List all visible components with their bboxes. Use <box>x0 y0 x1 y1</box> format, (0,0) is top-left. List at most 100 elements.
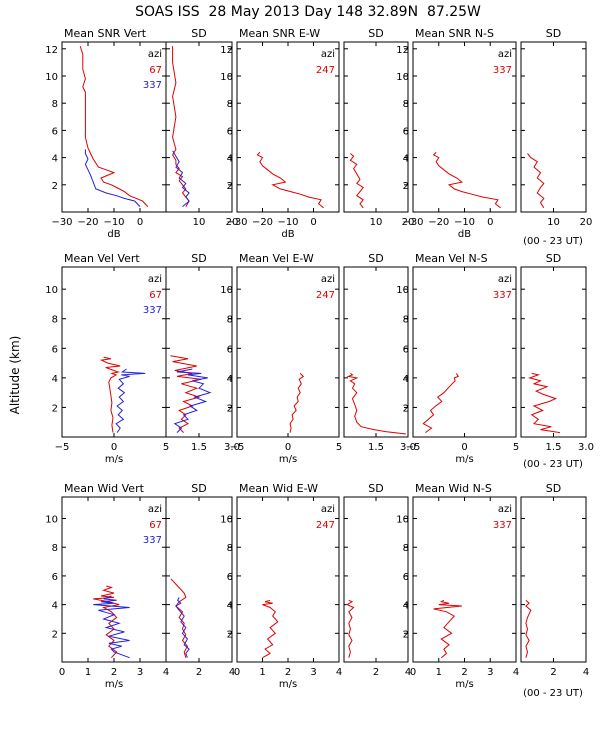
x-tick-label: 4 <box>163 667 169 678</box>
panel-snr-4: Mean SNR N-S 2 4 6 8 10 12 −30 −20 −10 0 dB azi 337 <box>396 27 517 240</box>
y-tick-label: 8 <box>227 315 233 326</box>
series-line-0 <box>256 151 325 209</box>
x-tick-label: 1 <box>436 667 442 678</box>
panel-wid-5: SD 2 4 <box>520 482 589 678</box>
series-line-0 <box>528 372 561 434</box>
series-line-0 <box>432 151 501 209</box>
panel-title: Mean SNR N-S <box>415 27 494 40</box>
y-tick-label: 4 <box>52 374 58 385</box>
panel-wid-4: Mean Wid N-S 2 4 6 8 10 0 1 2 3 4 m/s azi 337 <box>396 482 519 690</box>
series-line-1 <box>115 368 146 433</box>
x-tick-label: 0 <box>487 217 493 228</box>
legend-entry: 337 <box>493 520 512 531</box>
panel-title: Mean Wid N-S <box>415 482 492 495</box>
x-tick-label: 3.0 <box>578 442 594 453</box>
y-tick-label: 6 <box>52 572 58 583</box>
y-tick-label: 10 <box>220 72 233 83</box>
panel-snr-0: Mean SNR Vert 2 4 6 8 10 12 −30 −20 −10 0 dB azi 67 33… <box>45 27 167 240</box>
y-tick-label: 6 <box>403 344 409 355</box>
x-tick-label: −20 <box>77 217 98 228</box>
y-tick-label: 4 <box>403 374 409 385</box>
x-tick-label: −5 <box>406 442 421 453</box>
panel-title: Mean Vel Vert <box>64 252 140 265</box>
panel-vel-5: SD 1.5 3.0 <box>520 252 594 453</box>
y-tick-label: 12 <box>45 45 58 56</box>
series-line-0 <box>527 153 545 209</box>
y-tick-label: 6 <box>403 126 409 137</box>
series-line-1 <box>175 597 190 658</box>
series-line-0 <box>172 46 190 207</box>
x-tick-label: 4 <box>229 667 235 678</box>
y-tick-label: 10 <box>396 285 409 296</box>
x-tick-label: 0 <box>461 442 467 453</box>
y-tick-label: 2 <box>227 629 233 640</box>
x-tick-label: 0 <box>310 217 316 228</box>
y-tick-label: 10 <box>220 285 233 296</box>
x-tick-label: −30 <box>51 217 72 228</box>
series-line-0 <box>99 356 121 433</box>
figure-title: SOAS ISS 28 May 2013 Day 148 32.89N 87.2… <box>135 4 481 20</box>
x-tick-label: −30 <box>226 217 247 228</box>
panel-title: SD <box>368 27 383 40</box>
panel-title: Mean Wid E-W <box>239 482 318 495</box>
x-tick-label: −5 <box>230 442 245 453</box>
legend-entry: 337 <box>493 65 512 76</box>
x-tick-label: 3 <box>310 667 316 678</box>
x-tick-label: 1 <box>259 667 265 678</box>
y-tick-label: 8 <box>403 99 409 110</box>
x-tick-label: 1.5 <box>191 442 207 453</box>
series-line-0 <box>93 585 120 659</box>
x-axis-label: m/s <box>105 454 123 465</box>
x-axis-label: m/s <box>105 679 123 690</box>
legend-entry: 247 <box>316 520 335 531</box>
panel-title: SD <box>368 252 383 265</box>
y-tick-label: 2 <box>52 181 58 192</box>
series-line-0 <box>525 599 532 658</box>
panel-snr-2: Mean SNR E-W 2 4 6 8 10 12 −30 −20 −10 0 dB azi 247 <box>220 27 340 240</box>
time-note-row1: (00 - 23 UT) <box>523 236 583 247</box>
legend-title: azi <box>148 49 162 60</box>
x-tick-label: 20 <box>226 217 239 228</box>
time-note-row2: (00 - 23 UT) <box>523 459 583 470</box>
x-tick-label: 4 <box>583 667 589 678</box>
series-line-0 <box>433 599 462 659</box>
y-tick-label: 8 <box>52 543 58 554</box>
x-axis-label: m/s <box>455 454 473 465</box>
legend-title: azi <box>148 504 162 515</box>
y-tick-label: 4 <box>227 601 233 612</box>
x-tick-label: 5 <box>163 442 169 453</box>
y-tick-label: 8 <box>403 543 409 554</box>
panel-title: Mean Vel E-W <box>239 252 314 265</box>
series-line-0 <box>349 153 364 209</box>
y-tick-label: 6 <box>52 126 58 137</box>
y-tick-label: 4 <box>52 154 58 165</box>
series-line-0 <box>289 373 305 433</box>
panel-title: SD <box>191 252 206 265</box>
x-tick-label: 5 <box>336 442 342 453</box>
series-line-0 <box>422 373 460 434</box>
series-line-0 <box>346 372 406 435</box>
y-tick-label: 12 <box>220 45 233 56</box>
x-tick-label: 2 <box>285 667 291 678</box>
legend-entry: 67 <box>149 65 162 76</box>
y-tick-label: 6 <box>403 572 409 583</box>
x-tick-label: 0 <box>234 667 240 678</box>
legend-title: azi <box>148 274 162 285</box>
panel-title: SD <box>546 27 561 40</box>
x-axis-label: dB <box>281 229 294 240</box>
y-tick-label: 4 <box>403 154 409 165</box>
y-tick-label: 6 <box>227 344 233 355</box>
x-tick-label: 10 <box>547 217 560 228</box>
legend-title: azi <box>321 274 335 285</box>
panel-vel-0: Mean Vel Vert 2 4 6 8 10 −5 0 5 m/s azi 67 337 <box>45 252 169 465</box>
y-tick-label: 10 <box>396 515 409 526</box>
y-tick-label: 10 <box>220 515 233 526</box>
x-tick-label: 4 <box>336 667 342 678</box>
legend-title: azi <box>498 274 512 285</box>
y-tick-label: 4 <box>227 154 233 165</box>
x-tick-label: 5 <box>513 442 519 453</box>
y-tick-label: 2 <box>227 403 233 414</box>
panel-vel-4: Mean Vel N-S 2 4 6 8 10 −5 0 5 m/s azi 337 <box>396 252 519 465</box>
